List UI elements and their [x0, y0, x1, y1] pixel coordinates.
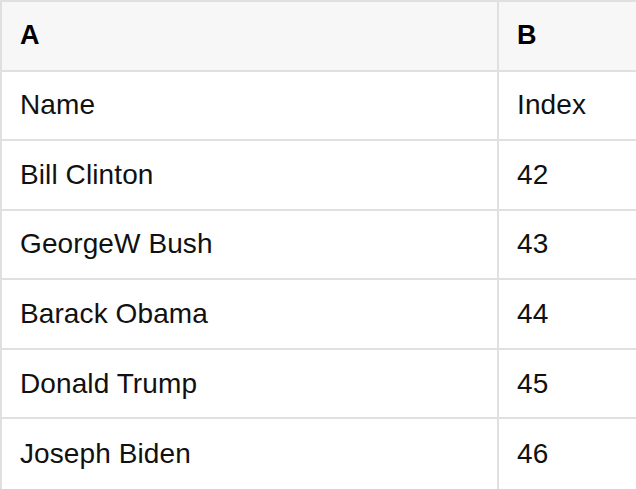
column-header-a[interactable]: A — [2, 2, 499, 70]
spreadsheet-preview-table: A B Name Index Bill Clinton 42 GeorgeW B… — [0, 0, 636, 489]
table-row: GeorgeW Bush 43 — [2, 211, 636, 281]
table-cell-index[interactable]: 43 — [499, 211, 636, 279]
column-header-row: A B — [2, 2, 636, 72]
table-row: Donald Trump 45 — [2, 350, 636, 420]
table-cell-name[interactable]: Name — [2, 72, 499, 140]
table-cell-name[interactable]: Bill Clinton — [2, 141, 499, 209]
table-cell-index[interactable]: 42 — [499, 141, 636, 209]
table-cell-name[interactable]: Joseph Biden — [2, 419, 499, 489]
table-row: Name Index — [2, 72, 636, 142]
table-cell-name[interactable]: Donald Trump — [2, 350, 499, 418]
table-row: Joseph Biden 46 — [2, 419, 636, 489]
table-body: Name Index Bill Clinton 42 GeorgeW Bush … — [2, 72, 636, 489]
table-cell-name[interactable]: Barack Obama — [2, 280, 499, 348]
table-cell-index[interactable]: Index — [499, 72, 636, 140]
table-cell-index[interactable]: 44 — [499, 280, 636, 348]
column-header-b[interactable]: B — [499, 2, 636, 70]
table-row: Bill Clinton 42 — [2, 141, 636, 211]
table-cell-name[interactable]: GeorgeW Bush — [2, 211, 499, 279]
table-cell-index[interactable]: 46 — [499, 419, 636, 489]
table-row: Barack Obama 44 — [2, 280, 636, 350]
table-cell-index[interactable]: 45 — [499, 350, 636, 418]
